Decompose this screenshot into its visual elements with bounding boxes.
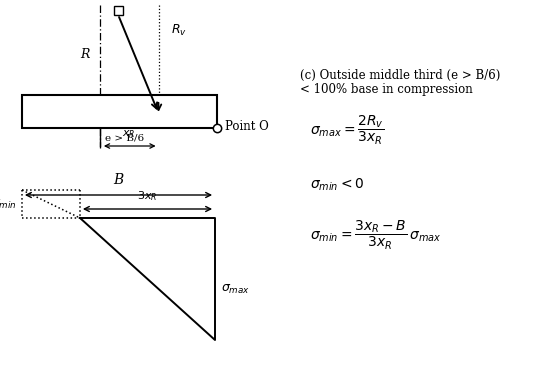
Bar — [22, 95, 217, 128]
Text: $x_R$: $x_R$ — [123, 128, 136, 140]
Text: < 100% base in compression: < 100% base in compression — [300, 82, 473, 96]
Text: $\sigma_{max}$: $\sigma_{max}$ — [221, 283, 250, 296]
Text: B: B — [113, 173, 124, 187]
Text: $\sigma_{min}$: $\sigma_{min}$ — [0, 197, 17, 210]
Text: Point O: Point O — [225, 120, 269, 132]
Text: (c) Outside middle third (e > B/6): (c) Outside middle third (e > B/6) — [300, 68, 500, 82]
Text: $R_v$: $R_v$ — [171, 22, 187, 38]
Text: R: R — [80, 49, 89, 61]
Bar — [114, 5, 123, 15]
Text: e > B/6: e > B/6 — [105, 134, 144, 142]
Text: $\sigma_{max} = \dfrac{2R_v}{3x_R}$: $\sigma_{max} = \dfrac{2R_v}{3x_R}$ — [310, 113, 384, 146]
Text: $\sigma_{min} = \dfrac{3x_R - B}{3x_R} \, \sigma_{max}$: $\sigma_{min} = \dfrac{3x_R - B}{3x_R} \… — [310, 219, 442, 251]
Text: $\sigma_{min} < 0$: $\sigma_{min} < 0$ — [310, 177, 364, 193]
Text: $3x_R$: $3x_R$ — [137, 189, 158, 203]
